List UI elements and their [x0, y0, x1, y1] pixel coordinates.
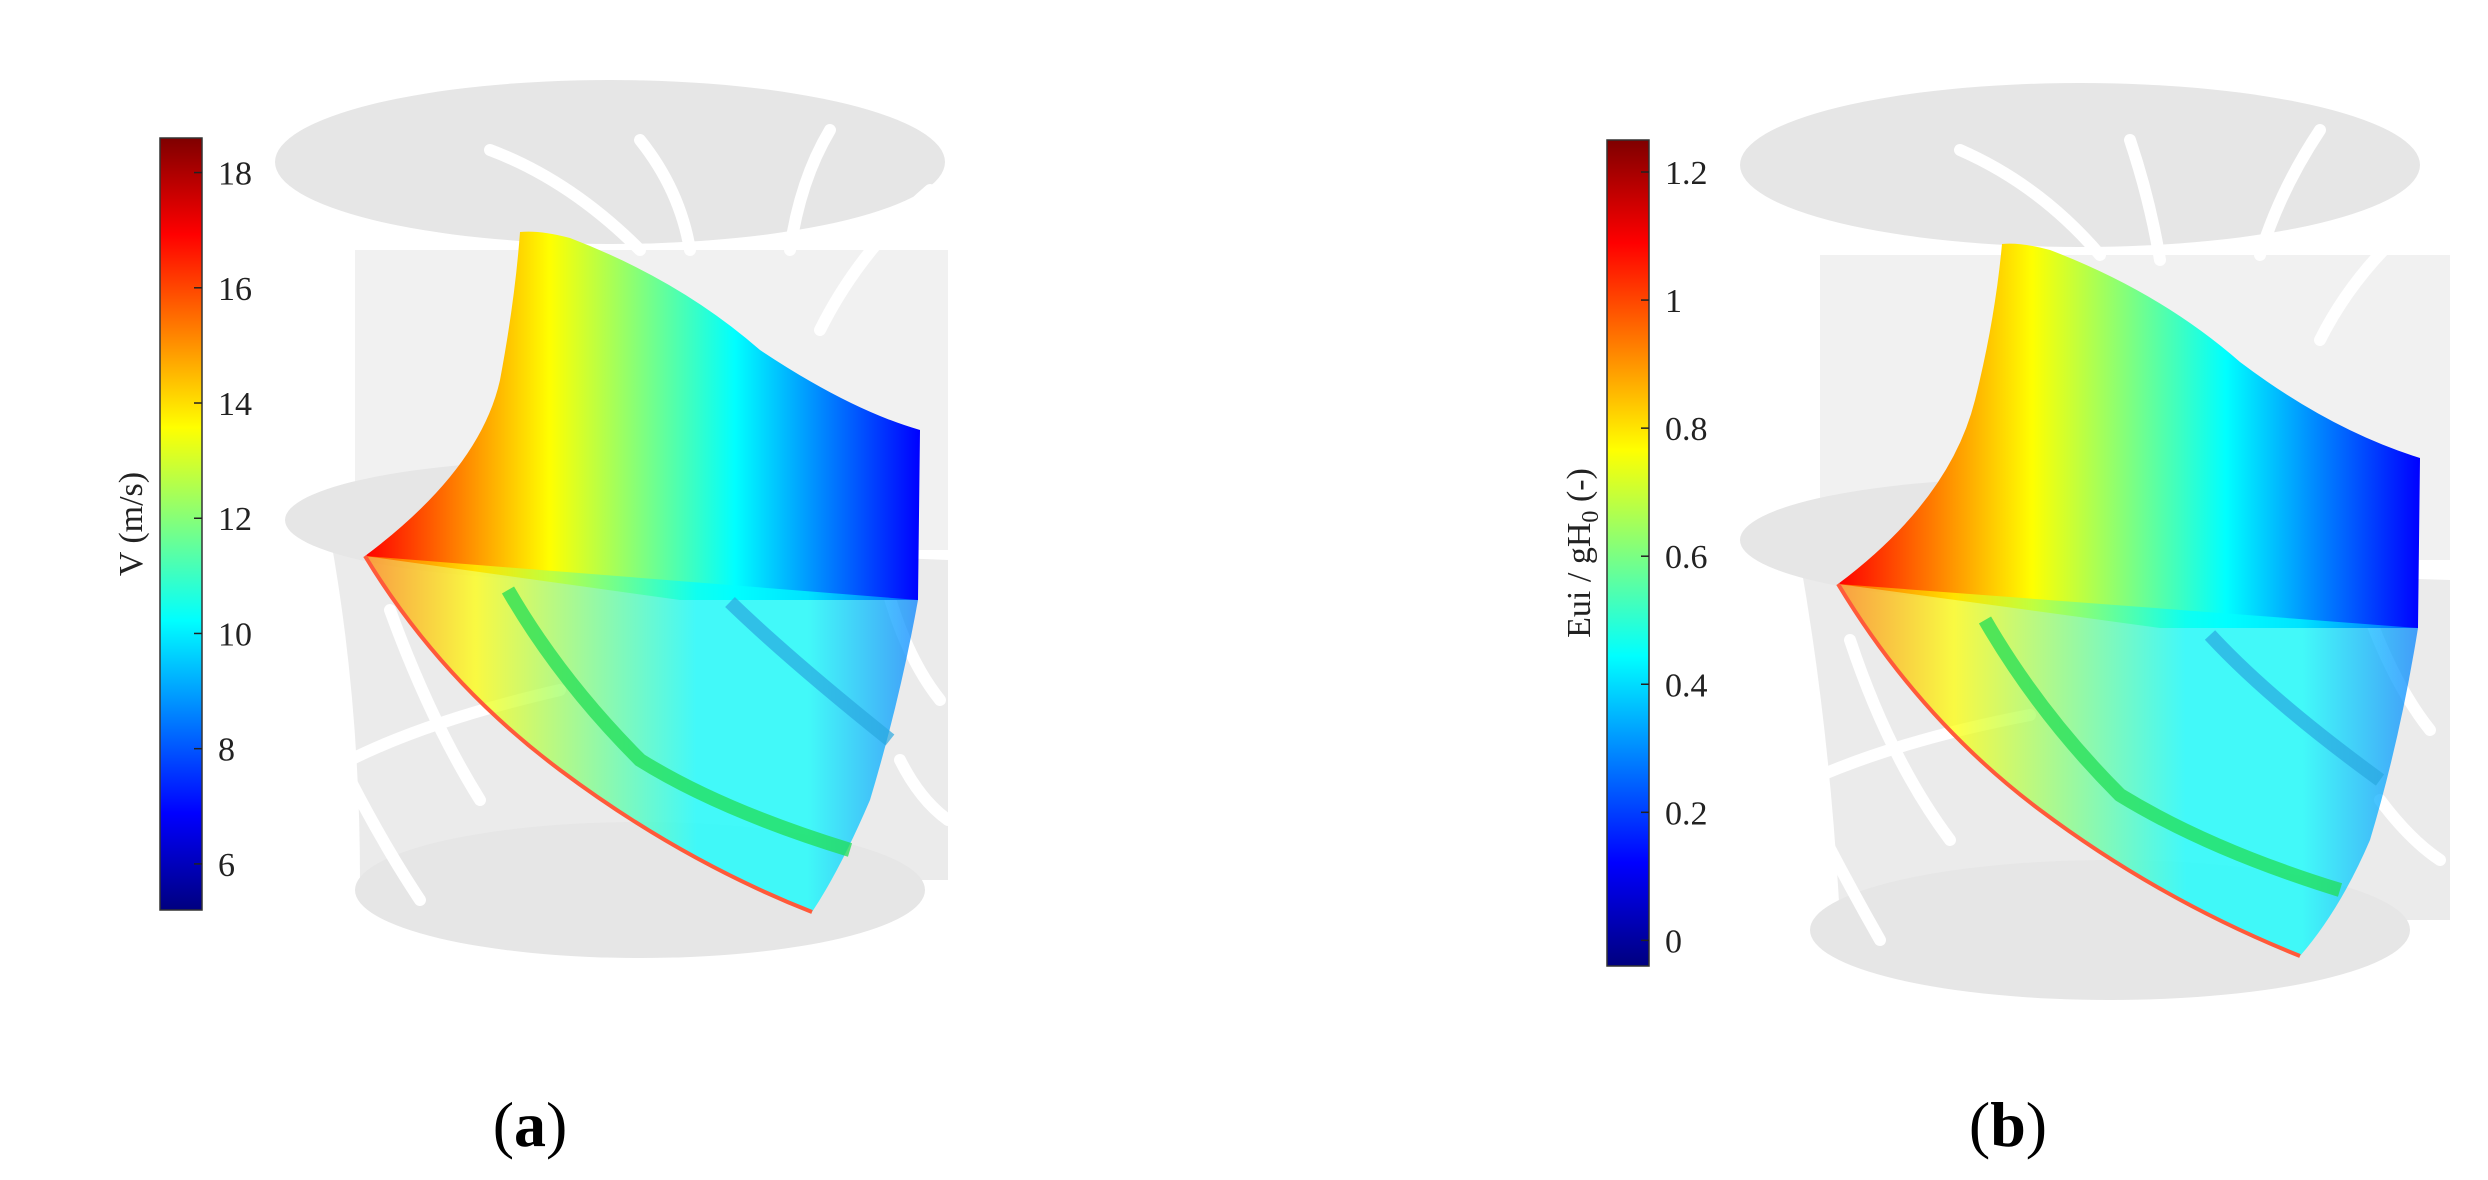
blade-streaks-a: [334, 124, 948, 906]
colorbar-a-tick-label: 10: [218, 616, 252, 653]
colorbar-a-tick-label: 14: [218, 386, 252, 423]
panel-a: 6 8 10 12 14 16 18 V (m/s) (a): [113, 80, 948, 1160]
hub-edge-b: [1836, 582, 2301, 958]
panel-b-label: (b): [1969, 1089, 2047, 1160]
colorbar-a-bar: [159, 137, 203, 911]
colorbar-b-tick-label: 0.6: [1665, 539, 1708, 576]
colorbar-b-tick-label: 0: [1665, 923, 1682, 960]
colorbar-b-tick-label: 0.4: [1665, 667, 1708, 704]
contour-surface-upper-a: [365, 231, 920, 600]
colorbar-a-tick-label: 12: [218, 501, 252, 538]
colorbar-b-tick-label: 0.8: [1665, 411, 1708, 448]
colorbar-b-title: Eui / gH0 (-): [1561, 468, 1604, 638]
colorbar-a-tick-label: 16: [218, 271, 252, 308]
colorbar-a-tick-label: 8: [218, 732, 235, 769]
hub-edge-a: [363, 554, 813, 914]
colorbar-b-tick-label: 1.2: [1665, 155, 1708, 192]
colorbar-b-tick-label: 1: [1665, 283, 1682, 320]
colorbar-b: 0 0.2 0.4 0.6 0.8 1 1.2 Eui / gH0 (-): [1561, 139, 1708, 967]
blade-trace-a2: [725, 596, 895, 746]
colorbar-a: 6 8 10 12 14 16 18 V (m/s): [113, 137, 252, 911]
panel-b: 0 0.2 0.4 0.6 0.8 1 1.2 Eui / gH0 (-) (b): [1561, 83, 2450, 1160]
colorbar-b-ticks: 0 0.2 0.4 0.6 0.8 1 1.2: [1641, 155, 1708, 960]
colorbar-a-tick-label: 6: [218, 847, 235, 884]
blade-trace-a1: [501, 586, 853, 857]
blade-trace-b1: [1978, 616, 2343, 897]
colorbar-a-title: V (m/s): [113, 472, 150, 576]
blade-streaks-b: [1794, 124, 2446, 946]
colorbar-b-bar: [1606, 139, 1650, 967]
colorbar-a-tick-label: 18: [218, 156, 252, 193]
panel-a-label: (a): [493, 1089, 568, 1160]
colorbar-a-ticks: 6 8 10 12 14 16 18: [194, 156, 252, 884]
colorbar-b-tick-label: 0.2: [1665, 795, 1708, 832]
blade-trace-b2: [2204, 630, 2385, 786]
contour-surface-upper-b: [1838, 243, 2420, 628]
